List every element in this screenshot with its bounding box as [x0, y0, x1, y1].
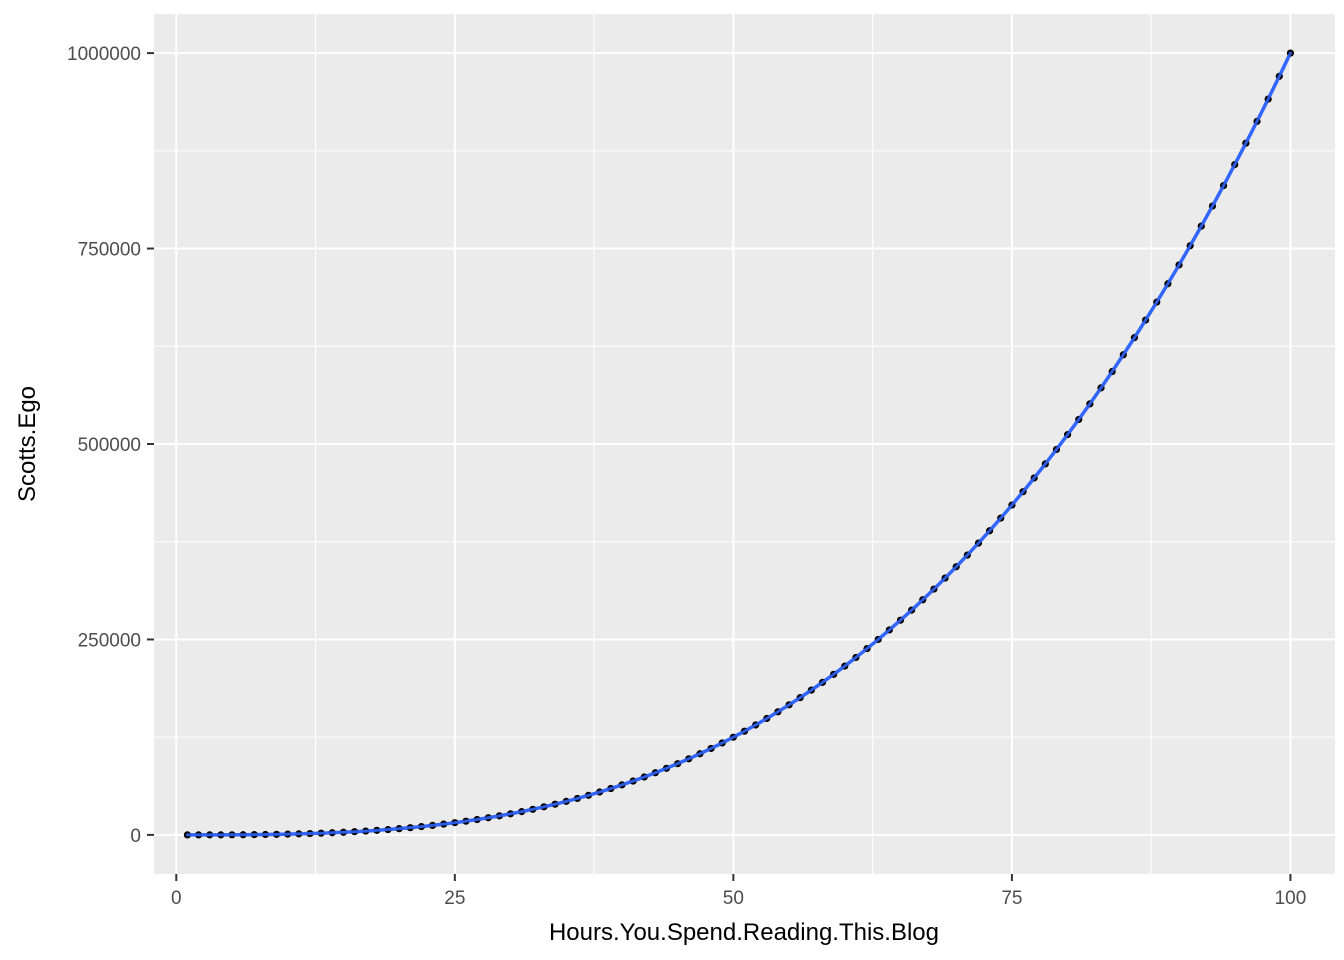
- x-axis: 0 25 50 75 100: [171, 874, 1306, 909]
- y-axis-title: Scotts.Ego: [14, 386, 41, 502]
- y-axis: 0 250000 500000 750000 1000000: [67, 44, 154, 847]
- y-tick-label: 750000: [78, 240, 141, 261]
- points-layer: [183, 49, 1295, 839]
- y-tick-label: 1000000: [67, 44, 141, 65]
- y-tick-label: 0: [130, 826, 141, 847]
- smooth-line-overlay: [185, 51, 1292, 837]
- y-tick-label: 250000: [78, 630, 141, 651]
- major-gridlines: [154, 14, 1335, 874]
- x-tick-label: 75: [1001, 888, 1022, 909]
- x-tick-label: 25: [444, 888, 465, 909]
- x-tick-label: 100: [1275, 888, 1307, 909]
- x-tick-label: 50: [723, 888, 744, 909]
- x-axis-title: Hours.You.Spend.Reading.This.Blog: [549, 919, 939, 946]
- y-tick-label: 500000: [78, 435, 141, 456]
- x-tick-label: 0: [171, 888, 182, 909]
